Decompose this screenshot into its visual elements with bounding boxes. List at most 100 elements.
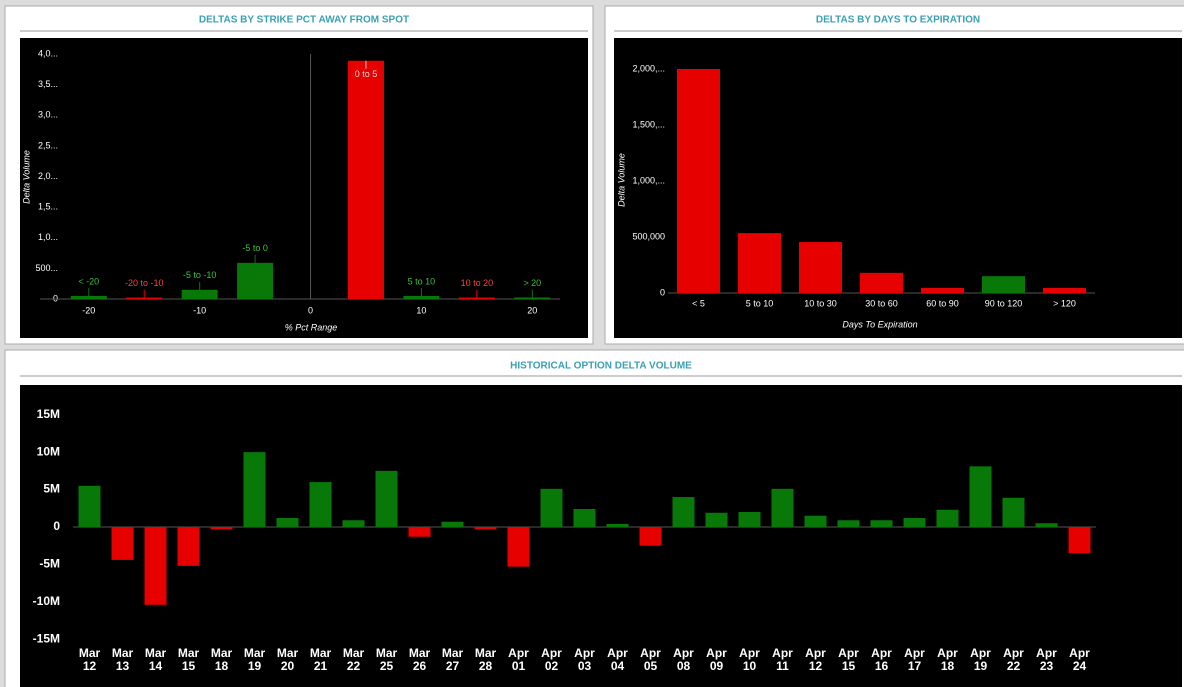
bar [1043, 287, 1086, 293]
bar [540, 488, 563, 527]
bar [705, 512, 728, 527]
y-tick-label: -5M [39, 557, 60, 571]
bar [243, 452, 266, 527]
x-tick-label: Mar 27 [441, 646, 464, 673]
data-label: -5 to 0 [242, 243, 268, 253]
bar [70, 295, 107, 299]
y-tick-label: 4,0... [38, 48, 58, 58]
bar [837, 520, 860, 527]
x-tick-label: 10 [416, 305, 426, 315]
data-label: 0 to 5 [355, 69, 378, 79]
x-tick-label: Apr 19 [970, 646, 991, 673]
bar [639, 526, 662, 546]
y-tick-label: 0 [53, 293, 58, 303]
bar [237, 262, 274, 299]
y-tick-label: 2,5... [38, 140, 58, 150]
bar [969, 466, 992, 527]
y-axis-label: Delta Volume [21, 150, 31, 204]
bar [507, 526, 530, 567]
x-tick-label: Apr 10 [739, 646, 760, 673]
bar [347, 60, 384, 299]
y-tick-label: 2,000,... [632, 63, 665, 73]
x-tick-label: Apr 16 [871, 646, 892, 673]
x-tick-label: Apr 08 [673, 646, 694, 673]
bar [677, 69, 720, 293]
plot-bg [20, 38, 588, 338]
x-tick-label: 20 [527, 305, 537, 315]
x-tick-label: -10 [193, 305, 206, 315]
bar [921, 287, 964, 293]
x-tick-label: -20 [82, 305, 95, 315]
x-tick-label: Mar 26 [408, 646, 431, 673]
bar [1035, 523, 1058, 527]
x-tick-label: Apr 23 [1036, 646, 1057, 673]
bar [1002, 497, 1025, 527]
bar [804, 515, 827, 527]
bar [111, 526, 134, 560]
bar [799, 242, 842, 293]
x-tick-label: Mar 28 [474, 646, 497, 673]
bar [78, 485, 101, 527]
x-tick-label: > 120 [1053, 298, 1076, 308]
bar [672, 497, 695, 527]
x-tick-label: Apr 05 [640, 646, 661, 673]
bar [860, 272, 903, 293]
y-tick-label: 500... [35, 263, 58, 273]
bar [771, 488, 794, 527]
x-tick-label: Apr 04 [607, 646, 628, 673]
bar [181, 289, 218, 299]
bar [403, 295, 440, 299]
x-tick-label: 90 to 120 [985, 298, 1023, 308]
y-tick-label: 2,0... [38, 171, 58, 181]
x-tick-label: < 5 [692, 298, 705, 308]
y-tick-label: 1,0... [38, 232, 58, 242]
y-tick-label: 0 [660, 287, 665, 297]
bar [408, 526, 431, 537]
bar [309, 482, 332, 527]
x-tick-label: Apr 11 [772, 646, 793, 673]
bar [144, 526, 167, 605]
x-tick-label: Apr 22 [1003, 646, 1024, 673]
bar [738, 233, 781, 293]
y-axis-label: Delta Volume [616, 153, 626, 207]
x-tick-label: Mar 15 [177, 646, 200, 673]
bar [210, 526, 233, 530]
y-tick-label: 1,5... [38, 202, 58, 212]
data-label: -5 to -10 [183, 270, 217, 280]
data-label: 10 to 20 [461, 278, 494, 288]
data-label: > 20 [523, 278, 541, 288]
y-tick-label: 0 [53, 519, 60, 533]
x-tick-label: Apr 15 [838, 646, 859, 673]
x-tick-label: Mar 21 [309, 646, 332, 673]
chart-title: DELTAS BY DAYS TO EXPIRATION [816, 15, 980, 26]
x-tick-label: Apr 09 [706, 646, 727, 673]
y-tick-label: 500,000 [632, 231, 665, 241]
x-axis-label: Days To Expiration [842, 319, 917, 329]
bar [474, 526, 497, 530]
bar [870, 520, 893, 527]
y-tick-label: 1,500,... [632, 119, 665, 129]
bar [126, 297, 163, 299]
x-tick-label: Mar 25 [375, 646, 398, 673]
bar [441, 521, 464, 527]
bar [342, 520, 365, 527]
x-tick-label: Mar 14 [144, 646, 167, 673]
y-tick-label: 1,000,... [632, 175, 665, 185]
y-tick-label: -15M [33, 631, 60, 645]
x-tick-label: Mar 20 [276, 646, 299, 673]
y-tick-label: 3,0... [38, 110, 58, 120]
bar [177, 526, 200, 566]
bar [375, 470, 398, 527]
y-tick-label: 3,5... [38, 79, 58, 89]
x-tick-label: 60 to 90 [926, 298, 959, 308]
x-tick-label: Mar 22 [342, 646, 365, 673]
x-tick-label: Mar 19 [243, 646, 266, 673]
y-tick-label: -10M [33, 594, 60, 608]
x-tick-label: 30 to 60 [865, 298, 898, 308]
bar [982, 276, 1025, 293]
x-tick-label: Apr 01 [508, 646, 529, 673]
bar [903, 518, 926, 527]
data-label: < -20 [78, 276, 99, 286]
